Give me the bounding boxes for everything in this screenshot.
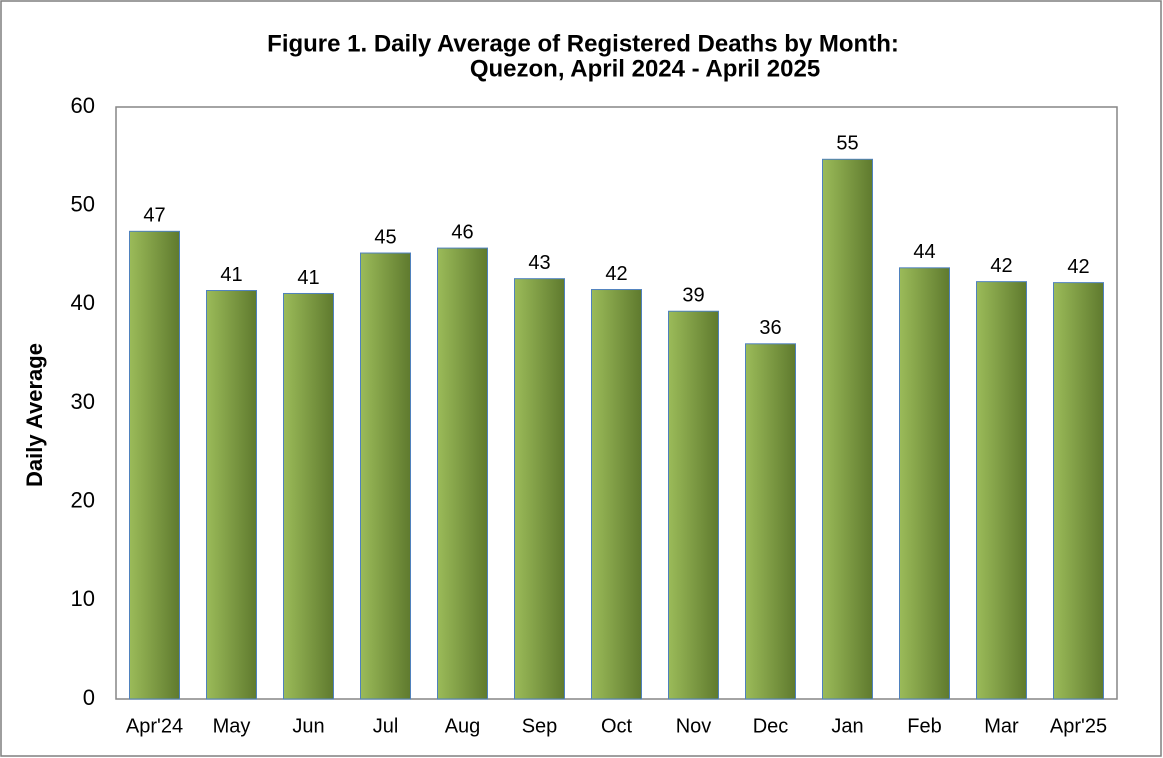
x-tick-label: Apr'24 [126,715,183,737]
data-label: 42 [605,263,627,285]
x-tick-label: Aug [445,715,481,737]
x-tick-label: Jan [831,715,863,737]
data-label: 41 [220,264,242,286]
x-tick-label: Nov [676,715,712,737]
y-tick-label: 10 [71,586,95,611]
bar [206,290,257,700]
bar [283,292,334,700]
data-label: 42 [1067,256,1089,278]
data-label: 43 [528,252,550,274]
x-tick-label: Oct [601,715,633,737]
bar [514,278,565,700]
bar [822,158,873,700]
bar [1053,282,1104,700]
y-axis-label: Daily Average [22,343,47,487]
y-tick-label: 30 [71,389,95,414]
bar [899,267,950,700]
data-label: 47 [143,205,165,227]
x-tick-label: Sep [522,715,558,737]
data-label: 41 [297,267,319,289]
x-tick-label: Jun [292,715,324,737]
bar [360,252,411,700]
bar [437,247,488,700]
x-tick-label: Apr'25 [1050,715,1107,737]
data-label: 39 [682,285,704,307]
data-label: 55 [836,133,858,155]
bar [745,343,796,700]
y-tick-label: 20 [71,487,95,512]
bar [591,289,642,700]
x-tick-label: Dec [753,715,789,737]
y-tick-label: 40 [71,290,95,315]
y-tick-label: 0 [83,685,95,710]
chart-title: Quezon, April 2024 - April 2025 [470,55,820,82]
bar [668,310,719,700]
data-label: 46 [451,221,473,243]
bar [976,281,1027,700]
data-label: 44 [913,241,935,263]
chart-title: Figure 1. Daily Average of Registered De… [267,30,899,57]
x-tick-label: Mar [984,715,1019,737]
data-label: 42 [990,255,1012,277]
y-tick-label: 50 [71,191,95,216]
x-tick-label: May [213,715,251,737]
y-tick-label: 60 [71,93,95,118]
x-tick-label: Feb [907,715,941,737]
data-label: 45 [374,226,396,248]
data-label: 36 [759,317,781,339]
x-tick-label: Jul [373,715,399,737]
bar [129,230,180,700]
